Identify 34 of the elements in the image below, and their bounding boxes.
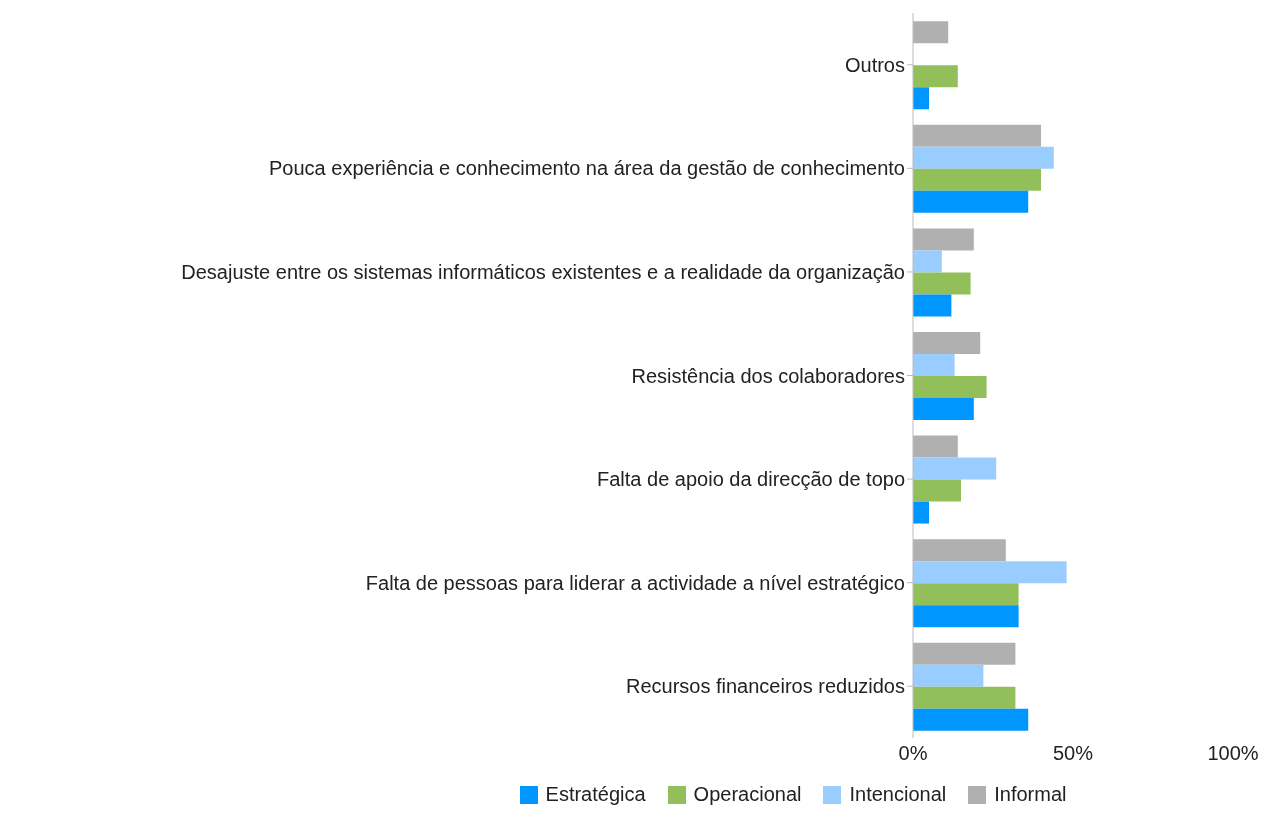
bar [913,272,971,295]
bar [913,354,955,376]
bar [913,190,1029,213]
y-tick-label: Recursos financeiros reduzidos [625,675,905,698]
x-tick-label: 100% [1207,742,1259,765]
y-tick-label: Outros [844,53,905,76]
bar [913,457,997,480]
bar [913,664,984,687]
bar [913,686,1016,709]
bar [913,479,961,502]
x-tick-label: 50% [1052,742,1094,765]
y-tick-label: Falta de pessoas para liderar a actividade a nível estratégico [365,571,905,594]
y-tick-label: Pouca experiência e conhecimento na área da gestão de conhecimento [269,157,905,180]
bar [913,501,929,524]
bar [913,561,1067,584]
bar [913,583,1019,606]
bar [913,708,1029,731]
legend-label: Informal [994,783,1067,806]
bar [913,376,987,398]
legend-label: Intencional [849,783,947,806]
y-tick-label: Falta de apoio da direcção de topo [597,468,905,491]
x-tick-label: 0% [898,742,928,765]
legend-label: Operacional [693,783,802,806]
bar [913,250,942,273]
bar [913,398,974,420]
bar [913,168,1041,191]
bar [913,146,1054,169]
bar [913,65,958,88]
legend-label: Estratégica [545,783,646,806]
y-tick-label: Resistência dos colaboradores [631,364,905,387]
bar [913,87,929,110]
y-tick-label: Desajuste entre os sistemas informáticos existentes e a realidade da organização [181,261,905,284]
bar [913,605,1019,628]
bar [913,294,952,317]
